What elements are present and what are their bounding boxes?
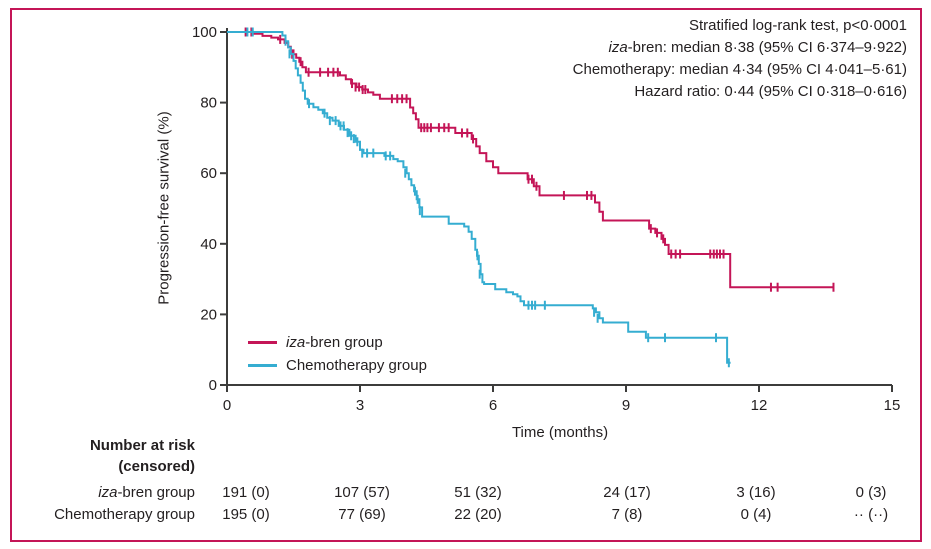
legend-item-iza-bren: iza-bren group [248,331,427,354]
risk-value: 195 (0) [222,506,270,523]
annotation-hazard-ratio: Hazard ratio: 0·44 (95% CI 0·318–0·616) [634,83,907,100]
figure-frame [10,8,922,542]
svg-text:15: 15 [884,397,901,414]
legend: iza-bren group Chemotherapy group [248,331,427,377]
risk-value: ·· (··) [853,506,889,523]
risk-table-header-line2: (censored) [118,458,195,475]
annotation-iza-median: iza-bren: median 8·38 (95% CI 6·374–9·92… [608,39,907,56]
risk-value: 3 (16) [736,484,776,501]
svg-text:60: 60 [200,165,217,182]
legend-swatch-chemotherapy [248,364,277,367]
risk-row-label: Chemotherapy group [54,506,195,523]
svg-text:0: 0 [209,377,217,394]
risk-value: 77 (69) [338,506,386,523]
svg-text:0: 0 [223,397,231,414]
legend-item-chemotherapy: Chemotherapy group [248,354,427,377]
svg-text:6: 6 [489,397,497,414]
annotation-logrank: Stratified log-rank test, p<0·0001 [688,17,907,34]
svg-text:12: 12 [751,397,768,414]
legend-swatch-iza-bren [248,341,277,344]
svg-text:40: 40 [200,236,217,253]
svg-text:3: 3 [356,397,364,414]
risk-value: 51 (32) [454,484,502,501]
y-axis-title: Progression-free survival (%) [155,111,173,305]
risk-row-iza-bren: iza-bren group 191 (0) 107 (57) 51 (32) … [0,484,931,504]
risk-value: 107 (57) [334,484,390,501]
legend-label-iza-bren: iza-bren group [286,334,383,351]
risk-value: 22 (20) [454,506,502,523]
svg-text:9: 9 [622,397,630,414]
risk-value: 7 (8) [611,506,643,523]
stats-annotation: Stratified log-rank test, p<0·0001 iza-b… [573,15,907,103]
legend-label-chemotherapy: Chemotherapy group [286,357,427,374]
risk-table-header-line1: Number at risk [89,437,195,454]
svg-text:100: 100 [192,24,217,41]
x-axis-title: Time (months) [511,424,609,441]
risk-row-chemotherapy: Chemotherapy group 195 (0) 77 (69) 22 (2… [0,506,931,526]
risk-value: 0 (4) [740,506,772,523]
svg-text:80: 80 [200,95,217,112]
risk-value: 0 (3) [855,484,887,501]
risk-row-label: iza-bren group [98,484,195,501]
risk-value: 191 (0) [222,484,270,501]
risk-value: 24 (17) [603,484,651,501]
svg-text:20: 20 [200,306,217,323]
annotation-chemo-median: Chemotherapy: median 4·34 (95% CI 4·041–… [572,61,907,78]
